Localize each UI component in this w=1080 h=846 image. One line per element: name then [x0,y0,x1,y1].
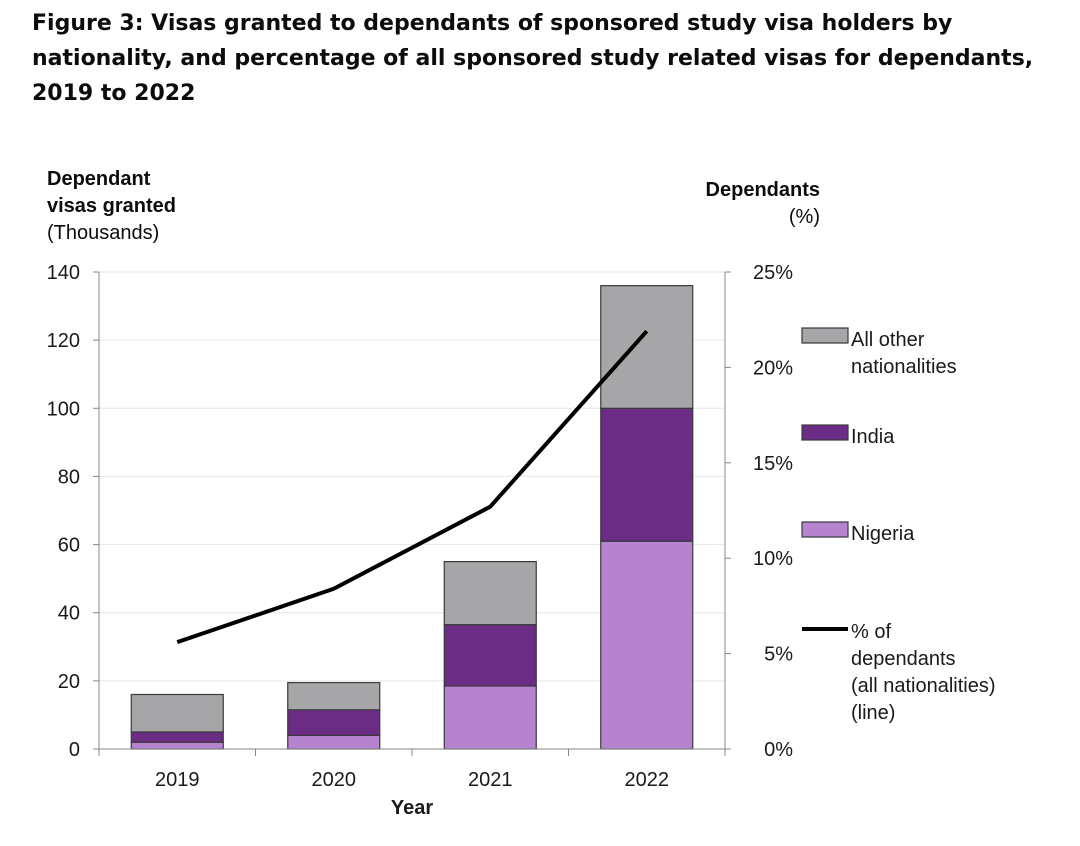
bar-segment-nigeria [443,685,537,750]
legend-swatch-nigeria [801,521,849,538]
y-tick-label: 40 [58,603,80,625]
x-tick-label: 2019 [155,769,200,791]
legend-label: Nigeria [851,523,915,545]
y-tick-label: 120 [47,330,80,352]
x-tick-label: 2022 [625,769,670,791]
bar-segment-other [287,681,381,711]
y-right-tick-label: 25% [753,262,793,284]
right-axis-title-line2: (%) [788,206,820,228]
y-right-tick-label: 15% [753,453,793,475]
left-axis-title: Dependant visas granted (Thousands) [47,166,176,247]
legend-swatch-india [801,424,849,441]
legend-label: India [851,426,895,448]
right-axis-title-line1: Dependants [705,179,820,201]
percentage-line-path [176,329,649,645]
y-tick-label: 0 [69,739,80,761]
bar-segment-india [443,624,537,687]
bar-segment-other [600,285,694,409]
x-tick-label: 2020 [312,769,357,791]
bar-segment-other [443,561,537,626]
bar-segment-nigeria [287,734,381,750]
y-tick-label: 60 [58,535,80,557]
x-tick-label: 2021 [468,769,513,791]
y-right-tick-label: 0% [764,739,793,761]
percentage-line [176,329,649,645]
y-tick-label: 80 [58,466,80,488]
y-right-tick-label: 5% [764,644,793,666]
right-axis-title: Dependants (%) [640,177,820,231]
y-right-tick-label: 20% [753,357,793,379]
bar-segment-india [130,731,224,743]
left-axis-title-line3: (Thousands) [47,222,160,244]
bar-segment-nigeria [600,540,694,750]
left-axis-title-line1: Dependant [47,168,151,190]
x-axis-title: Year [391,797,433,819]
legend-swatch-other [801,327,849,344]
bar-segment-nigeria [130,741,224,750]
legend: All other nationalities India Nigeria % of de… [801,327,996,724]
bar-segment-india [287,709,381,736]
legend-label: nationalities [851,356,957,378]
axes: 0 20 40 60 80 100 120 140 0% 5% 10% 15% 20% 25% 2019 20… [47,262,794,791]
legend-label: (line) [851,702,895,724]
left-axis-title-line2: visas granted [47,195,176,217]
chart-title: Figure 3: Visas granted to dependants of… [32,11,1034,106]
legend-label: dependants [851,648,956,670]
bar-segment-india [600,407,694,542]
y-tick-label: 100 [47,398,80,420]
y-tick-label: 140 [47,262,80,284]
y-tick-label: 20 [58,671,80,693]
legend-label: All other [851,329,925,351]
bars [130,285,694,750]
bar-segment-other [130,693,224,733]
legend-label: % of [851,621,891,643]
y-right-tick-label: 10% [753,548,793,570]
legend-label: (all nationalities) [851,675,996,697]
